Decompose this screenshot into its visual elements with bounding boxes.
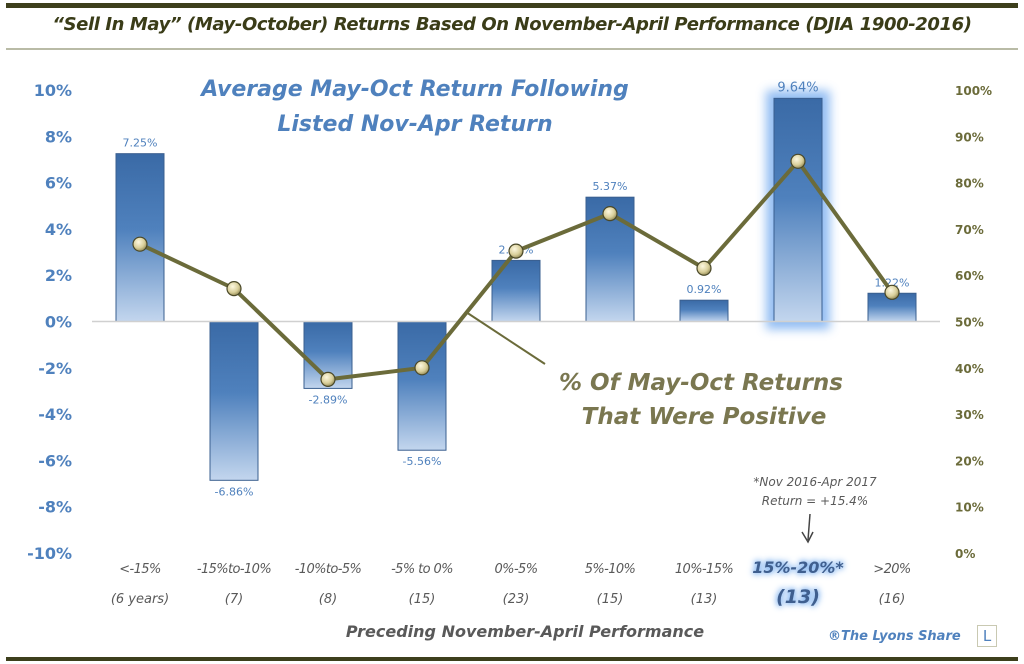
right-axis-tick-label: 90% — [955, 130, 984, 144]
left-axis-tick-label: -6% — [38, 451, 72, 470]
bar-value-label: -6.86% — [215, 485, 254, 498]
footnote-arrow — [807, 513, 811, 541]
category-count-label: (8) — [319, 592, 337, 607]
left-axis-tick-label: -4% — [38, 405, 72, 424]
footnote-line2: Return = +15.4% — [762, 494, 868, 508]
category-label: 0%-5% — [495, 562, 538, 577]
bar-series-title-line2: Listed Nov-Apr Return — [277, 112, 552, 137]
category-label: -5% to 0% — [391, 562, 453, 577]
category-label: 5%-10% — [585, 562, 636, 577]
line-point — [414, 360, 430, 376]
line-point — [320, 371, 336, 387]
category-label: <-15% — [119, 562, 161, 577]
line-point — [132, 236, 148, 252]
right-axis-tick-label: 0% — [955, 547, 975, 561]
category-label: -15%to-10% — [197, 562, 271, 577]
category-count-label: (23) — [503, 592, 530, 607]
bar-value-label: -5.56% — [403, 455, 442, 468]
line-point — [696, 260, 712, 276]
line-point — [884, 284, 900, 300]
bar-value-label: -2.89% — [309, 393, 348, 406]
category-count-label: (13) — [776, 586, 820, 608]
right-axis-tick-label: 80% — [955, 177, 984, 191]
left-axis-tick-label: 2% — [45, 266, 72, 285]
credit-text: ®The Lyons Share — [828, 629, 961, 644]
line-point — [602, 206, 618, 222]
left-axis-tick-label: -2% — [38, 359, 72, 378]
line-point — [790, 153, 806, 169]
right-axis-tick-label: 50% — [955, 316, 984, 330]
category-count-label: (6 years) — [111, 592, 169, 607]
right-axis-tick-label: 30% — [955, 408, 984, 422]
bar-value-labels: 7.25%-6.86%-2.89%-5.56%2.64%5.37%0.92%9.… — [123, 80, 910, 498]
lyons-logo-icon: L — [977, 625, 997, 647]
footnote-line1: *Nov 2016-Apr 2017 — [753, 475, 877, 489]
line-point — [226, 281, 242, 297]
bar-value-label: 5.37% — [593, 180, 628, 193]
bar-value-label: 0.92% — [687, 283, 722, 296]
category-count-label: (15) — [409, 592, 436, 607]
category-count-label: (13) — [691, 592, 718, 607]
right-axis-tick-label: 70% — [955, 223, 984, 237]
bar — [397, 321, 447, 451]
category-label: 10%-15% — [675, 562, 734, 577]
left-axis-tick-label: -10% — [27, 544, 72, 563]
category-label: >20% — [873, 562, 911, 577]
left-axis-tick-label: 6% — [45, 174, 72, 193]
left-axis-tick-label: 0% — [45, 313, 72, 332]
top-border — [6, 3, 1018, 8]
bar — [679, 299, 729, 322]
category-label: -10%to-5% — [295, 562, 362, 577]
line-series-callout-leader — [465, 311, 546, 365]
right-axis-tick-label: 20% — [955, 454, 984, 468]
right-axis-tick-label: 100% — [955, 84, 992, 98]
bottom-border — [6, 657, 1018, 661]
left-axis-tick-label: 8% — [45, 127, 72, 146]
category-labels: <-15% (6 years) -15%to-10% (7) -10%to-5% (8) -… — [111, 558, 912, 608]
left-axis-tick-label: -8% — [38, 498, 72, 517]
right-axis-tick-label: 10% — [955, 501, 984, 515]
footnote-arrow-head — [801, 531, 814, 544]
line-series — [132, 153, 900, 387]
bar — [773, 97, 823, 322]
right-axis-tick-label: 40% — [955, 362, 984, 376]
title-divider — [6, 48, 1018, 50]
left-axis: 10% 8% 6% 4% 2% 0% -2% -4% -6% -8% -10% — [27, 81, 72, 563]
right-axis-tick-label: 60% — [955, 269, 984, 283]
category-label: 15%-20%* — [752, 558, 844, 577]
x-axis-title: Preceding November-April Performance — [346, 622, 704, 641]
bar-series-title-line1: Average May-Oct Return Following — [199, 77, 629, 102]
bar-value-label: 9.64% — [777, 80, 818, 95]
right-axis: 100% 90% 80% 70% 60% 50% 40% 30% 20% 10% 0% — [955, 84, 992, 561]
chart-title: “Sell In May” (May-October) Returns Base… — [52, 14, 972, 35]
bar-value-label: 7.25% — [123, 137, 158, 150]
category-count-label: (15) — [597, 592, 624, 607]
category-count-label: (7) — [225, 592, 243, 607]
line-point — [508, 243, 524, 259]
bar — [209, 321, 259, 481]
line-series-title-line2: That Were Positive — [582, 404, 827, 430]
left-axis-tick-label: 4% — [45, 220, 72, 239]
category-count-label: (16) — [879, 592, 906, 607]
left-axis-tick-label: 10% — [34, 81, 72, 100]
line-series-title-line1: % Of May-Oct Returns — [559, 370, 843, 396]
